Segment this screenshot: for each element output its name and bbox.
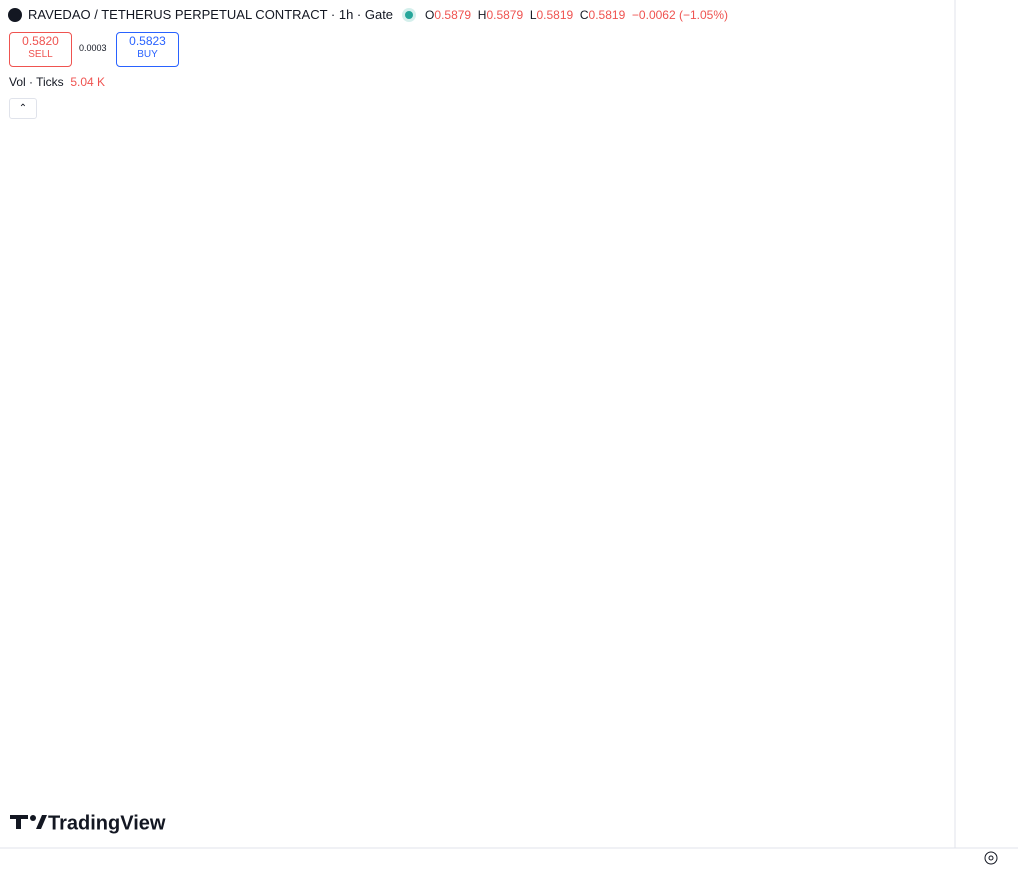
ohlc: O0.5879 H0.5879 L0.5819 C0.5819 −0.0062 … (425, 8, 728, 22)
watermark-logo: TradingView (10, 812, 166, 834)
settings-icon-center (988, 855, 994, 861)
sell-button[interactable]: 0.5820 SELL (9, 32, 72, 67)
header: RAVEDAO / TETHERUS PERPETUAL CONTRACT · … (8, 7, 728, 22)
volume-legend-value: 5.04 K (70, 75, 106, 89)
h-value: 0.5879 (486, 7, 524, 22)
h-key: H (477, 7, 487, 22)
c-value: 0.5819 (588, 7, 626, 22)
volume-legend: Vol · Ticks 5.04 K (9, 75, 105, 89)
sell-label: SELL (28, 49, 53, 60)
symbol-icon (8, 7, 22, 22)
buy-button[interactable]: 0.5823 BUY (116, 32, 179, 67)
watermark: TradingView (48, 812, 166, 834)
buy-label: BUY (137, 49, 158, 60)
collapse-button[interactable]: ⌃ (9, 98, 37, 119)
sell-price: 0.5820 (22, 34, 59, 48)
o-key: O (425, 7, 435, 22)
volume-legend-name: Vol · Ticks (9, 75, 64, 89)
symbol[interactable]: RAVEDAO / TETHERUS PERPETUAL CONTRACT · … (28, 7, 394, 22)
buy-price: 0.5823 (129, 34, 166, 48)
spread: 0.0003 (79, 43, 107, 53)
l-key: L (529, 7, 537, 22)
o-value: 0.5879 (434, 7, 472, 22)
status-dot (405, 10, 414, 19)
c-key: C (579, 7, 589, 22)
change: −0.0062 (−1.05%) (631, 7, 728, 22)
l-value: 0.5819 (536, 7, 574, 22)
settings-icon[interactable] (984, 851, 998, 865)
